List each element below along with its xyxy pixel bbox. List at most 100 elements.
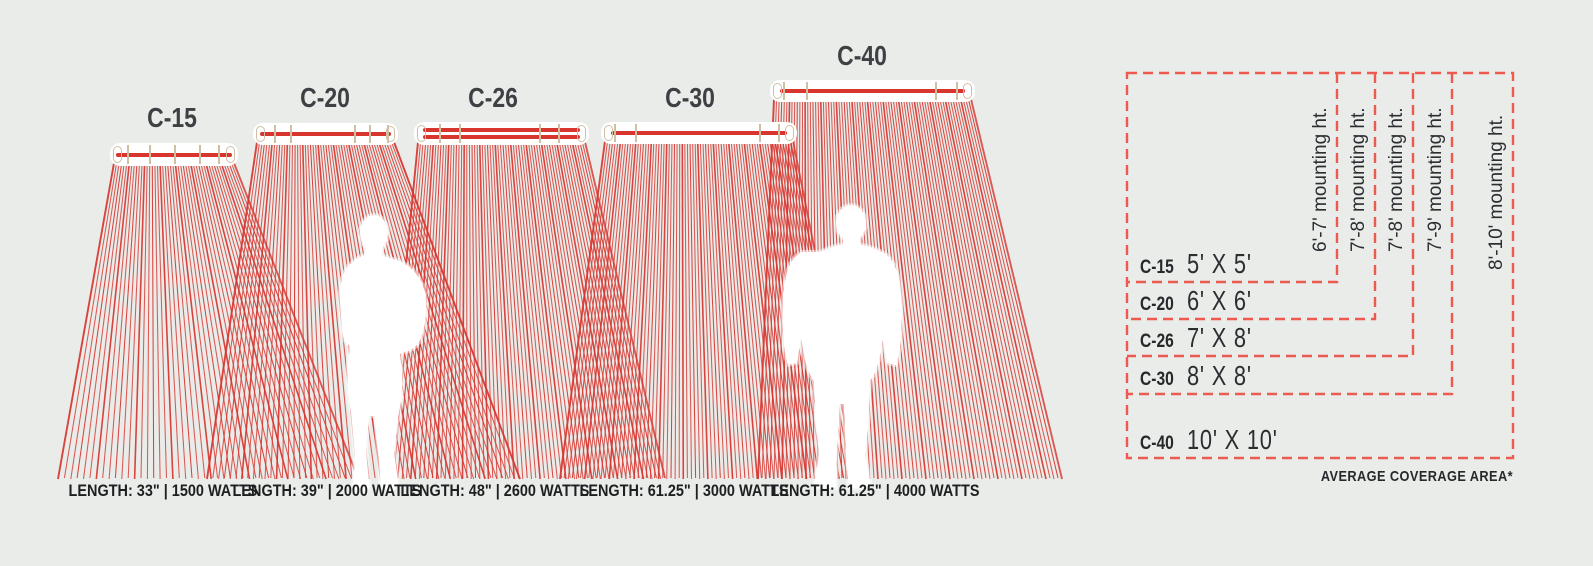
heat-ray <box>383 141 498 480</box>
heat-ray <box>769 98 783 479</box>
heat-ray <box>931 98 1003 479</box>
heat-ray <box>952 98 1035 479</box>
heat-ray <box>476 141 485 479</box>
heat-ray <box>309 141 330 479</box>
heat-ray <box>440 141 452 479</box>
heat-ray <box>457 141 463 479</box>
person-silhouette-backpack <box>337 213 429 494</box>
heat-ray <box>757 98 775 480</box>
heat-ray <box>241 141 273 480</box>
heater-title-c-20: C-20 <box>300 82 350 113</box>
end-cap-right <box>386 126 395 142</box>
heat-ray <box>637 140 655 479</box>
coverage-row-c-20: C-20 6' X 6' <box>1140 285 1270 316</box>
heat-ray <box>681 140 685 480</box>
end-cap-left <box>256 126 265 142</box>
heat-ray <box>657 140 668 480</box>
coverage-rect-c-30 <box>1127 73 1454 396</box>
heat-ray <box>696 140 709 480</box>
scale-person-silhouettes <box>337 203 904 494</box>
heat-ray <box>481 141 494 479</box>
heat-ray <box>730 140 762 479</box>
heat-ray <box>468 141 472 480</box>
coverage-area-value: 8' X 8' <box>1187 360 1252 391</box>
heat-ray <box>575 140 616 480</box>
heat-ray-lines <box>57 98 1063 480</box>
heat-ray <box>967 98 1059 479</box>
heat-ray <box>666 140 673 480</box>
mounting-height-label-c-20: 7'-8' mounting ht. <box>1348 107 1369 252</box>
heat-ray <box>497 141 520 479</box>
mounting-tick <box>198 144 201 165</box>
heat-ray <box>489 141 507 480</box>
coverage-model-label: C-30 <box>1140 369 1174 390</box>
heat-ray <box>275 141 289 480</box>
heat-ray <box>174 162 212 480</box>
heat-ray <box>600 140 632 480</box>
heat-ray <box>678 140 681 479</box>
heat-ray <box>304 141 318 479</box>
heat-ray <box>694 140 705 479</box>
heat-ray <box>947 98 1027 479</box>
heat-ray <box>722 140 750 480</box>
heater-title-c-30: C-30 <box>665 82 715 113</box>
heat-ray <box>431 141 447 479</box>
heat-ray <box>127 162 143 479</box>
heat-ray <box>471 141 477 479</box>
heat-ray <box>717 140 742 480</box>
heat-ray <box>567 140 611 480</box>
heat-ray <box>563 141 632 479</box>
heat-ray <box>223 141 266 479</box>
end-cap-left <box>417 125 426 142</box>
heat-ray <box>95 162 131 480</box>
heat-ray <box>563 140 609 479</box>
heater-caption-c-15: LENGTH: 33" | 1500 WATTS <box>68 481 258 500</box>
heat-ray <box>169 162 199 480</box>
heat-ray <box>63 162 118 479</box>
heat-ray <box>588 140 624 479</box>
coverage-model-label: C-40 <box>1140 433 1174 454</box>
heat-ray <box>89 162 128 479</box>
heat-ray <box>161 162 180 479</box>
heater-caption-c-30: LENGTH: 61.25" | 3000 WATTS <box>579 481 789 500</box>
mounting-height-label-c-15: 6'-7' mounting ht. <box>1310 107 1331 252</box>
heat-ray <box>164 162 187 480</box>
heat-ray <box>571 141 645 480</box>
end-cap-left <box>773 83 782 99</box>
heat-ray <box>583 140 622 480</box>
heat-ray <box>418 141 440 480</box>
heat-ray <box>908 98 967 480</box>
heat-ray <box>892 98 943 480</box>
heat-ray <box>182 162 231 479</box>
mounting-tick <box>458 123 461 144</box>
heat-ray <box>555 141 619 480</box>
heat-ray <box>965 98 1055 480</box>
heat-ray <box>710 140 730 479</box>
mounting-tick <box>386 124 389 144</box>
heat-ray <box>312 141 336 480</box>
heater-unit-c-30 <box>601 122 797 144</box>
heat-ray <box>699 140 713 479</box>
heating-element-bar <box>422 134 581 139</box>
heat-ray <box>939 98 1015 480</box>
heat-ray <box>102 162 133 479</box>
heat-ray <box>674 140 678 480</box>
heat-ray <box>247 141 276 479</box>
end-cap-right <box>577 125 586 142</box>
heat-ray <box>882 98 927 480</box>
coverage-rect-c-40 <box>1125 71 1515 460</box>
heat-ray <box>612 140 640 479</box>
heat-ray <box>629 140 650 479</box>
mounting-tick <box>778 123 781 143</box>
heat-ray <box>70 162 120 480</box>
heater-title-c-26: C-26 <box>468 82 518 113</box>
heat-ray <box>604 140 634 479</box>
heat-ray <box>108 162 135 480</box>
heat-ray <box>264 141 283 480</box>
coverage-footnote: AVERAGE COVERAGE AREA* <box>1320 468 1513 485</box>
mounting-tick <box>217 144 220 165</box>
heat-ray <box>522 141 563 479</box>
heat-ray <box>727 140 759 480</box>
heat-ray <box>293 141 296 479</box>
